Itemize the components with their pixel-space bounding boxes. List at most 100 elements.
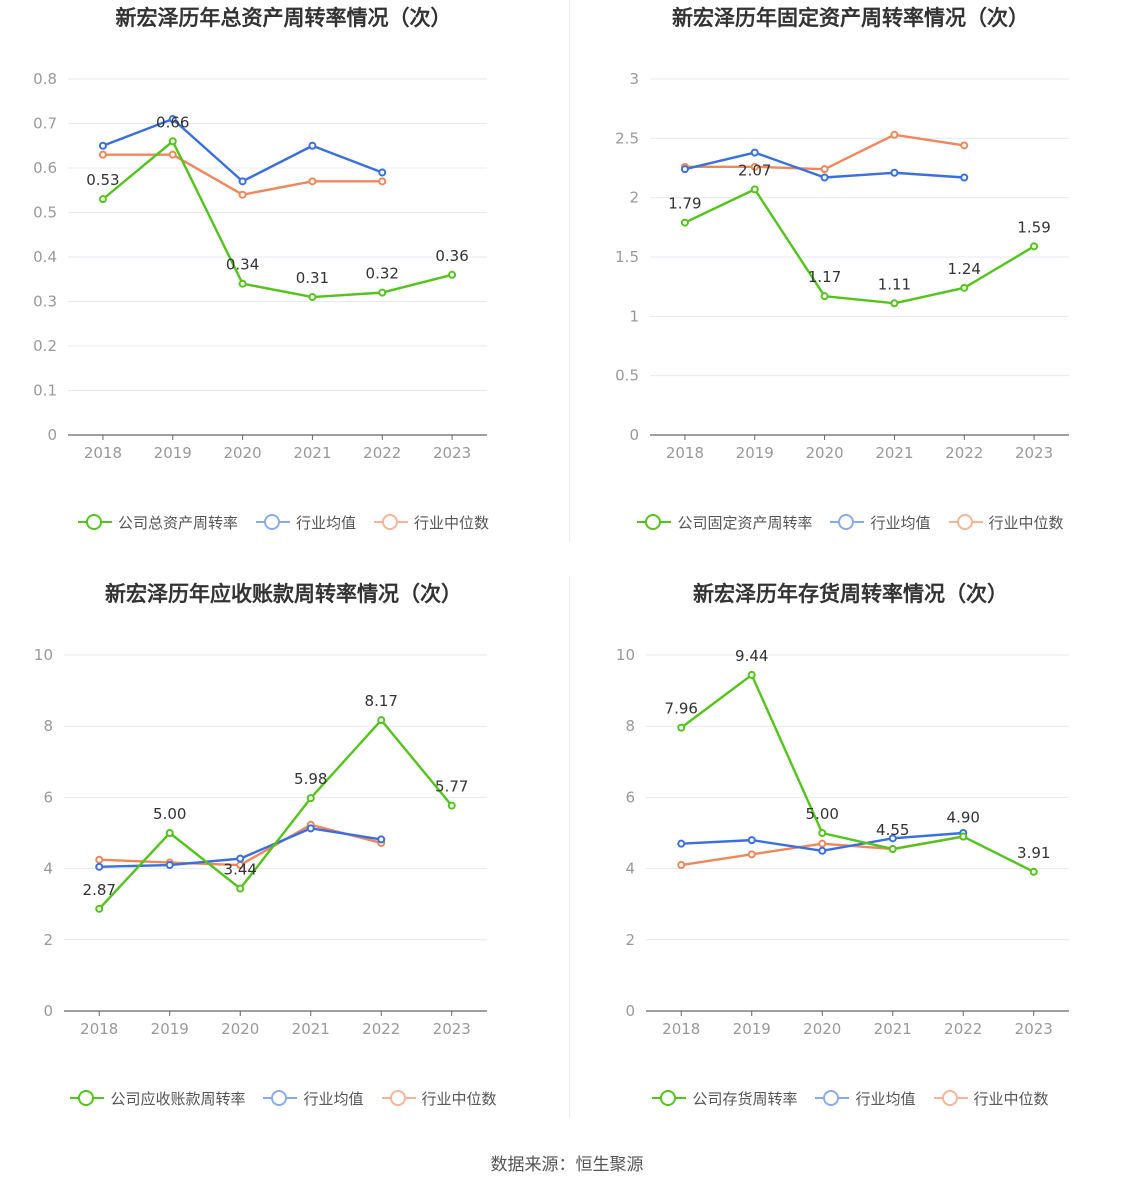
legend-item[interactable]: 行业均值 [815, 1088, 916, 1109]
y-tick-label: 0.7 [33, 115, 57, 133]
data-label: 3.44 [224, 861, 257, 879]
data-label: 1.79 [668, 195, 701, 213]
data-point [959, 832, 968, 841]
y-tick-label: 6 [43, 788, 53, 806]
legend-swatch-icon [255, 514, 290, 530]
data-point [677, 723, 686, 732]
data-point [308, 141, 317, 150]
data-point [448, 270, 457, 279]
data-point [98, 141, 107, 150]
x-tick-label: 2018 [662, 1020, 700, 1038]
chart-title: 新宏泽历年存货周转率情况（次） [693, 582, 1008, 606]
legend-item[interactable]: 公司存货周转率 [652, 1088, 797, 1109]
x-tick-label: 2023 [1015, 444, 1053, 462]
data-point [680, 218, 689, 227]
legend-swatch-icon [381, 1090, 416, 1106]
legend-item[interactable]: 行业均值 [830, 512, 931, 533]
chart-legend: 公司应收账款周转率 行业均值 行业中位数 [0, 1083, 567, 1113]
y-tick-label: 8 [43, 717, 53, 735]
x-tick-label: 2021 [293, 444, 331, 462]
legend-item[interactable]: 行业中位数 [381, 1088, 497, 1109]
data-point [960, 141, 969, 150]
legend-item[interactable]: 公司应收账款周转率 [70, 1088, 245, 1109]
series-line [102, 153, 383, 196]
data-label: 1.24 [948, 260, 981, 278]
series-line [680, 673, 1035, 873]
data-label: 0.31 [296, 269, 329, 287]
legend-swatch-icon [70, 1090, 105, 1106]
data-point [890, 130, 899, 139]
y-tick-label: 4 [625, 860, 635, 878]
legend-item[interactable]: 行业中位数 [933, 1088, 1049, 1109]
data-label: 5.77 [435, 778, 468, 796]
chart-title: 新宏泽历年应收账款周转率情况（次） [105, 582, 462, 606]
y-tick-label: 3 [629, 70, 639, 88]
y-tick-label: 0 [625, 1002, 635, 1020]
data-point [818, 829, 827, 837]
x-tick-label: 2021 [874, 1020, 912, 1038]
chart-legend: 公司总资产周转率 行业均值 行业中位数 [0, 507, 567, 537]
y-tick-label: 1 [629, 307, 639, 325]
x-tick-label: 2019 [151, 1020, 189, 1038]
data-point [165, 829, 174, 837]
legend-item[interactable]: 行业中位数 [374, 512, 489, 533]
legend-label: 行业均值 [295, 513, 356, 532]
x-tick-label: 2023 [1015, 1020, 1053, 1038]
legend-label: 行业均值 [855, 1089, 916, 1108]
data-label: 1.11 [878, 275, 911, 293]
x-tick-label: 2019 [736, 444, 774, 462]
data-point [306, 794, 315, 803]
legend-label: 行业中位数 [414, 513, 490, 532]
y-tick-label: 4 [43, 860, 53, 878]
data-point [888, 845, 897, 854]
x-tick-label: 2023 [433, 444, 471, 462]
legend-label: 公司固定资产周转率 [677, 513, 813, 532]
y-tick-label: 0.1 [33, 382, 57, 400]
legend-swatch-icon [637, 514, 672, 530]
legend-swatch-icon [263, 1090, 298, 1106]
legend-item[interactable]: 行业均值 [263, 1088, 364, 1109]
divider [569, 576, 570, 1118]
data-point [677, 839, 686, 848]
legend-item[interactable]: 公司固定资产周转率 [637, 512, 812, 533]
x-tick-label: 2021 [292, 1020, 330, 1038]
x-tick-label: 2018 [84, 444, 122, 462]
legend-item[interactable]: 行业中位数 [948, 512, 1064, 533]
y-tick-label: 0 [629, 426, 639, 444]
data-point [890, 299, 899, 308]
data-label: 0.66 [156, 113, 189, 131]
legend-label: 行业中位数 [421, 1089, 497, 1108]
legend-label: 行业均值 [303, 1089, 364, 1108]
y-tick-label: 8 [625, 717, 635, 735]
chart-title: 新宏泽历年总资产周转率情况（次） [115, 6, 452, 30]
data-point [236, 884, 245, 893]
data-point [168, 150, 177, 159]
data-label: 4.90 [947, 809, 980, 827]
series-line [98, 718, 453, 910]
divider [569, 0, 570, 542]
data-point [165, 861, 174, 870]
y-tick-label: 0.6 [33, 159, 57, 177]
data-point [747, 836, 756, 845]
y-tick-label: 0.3 [33, 293, 57, 311]
x-tick-label: 2023 [433, 1020, 471, 1038]
x-tick-label: 2020 [803, 1020, 841, 1038]
data-point [680, 165, 689, 174]
y-tick-label: 0 [47, 426, 57, 444]
y-tick-label: 2 [43, 931, 53, 949]
y-tick-label: 0.8 [33, 70, 57, 88]
data-label: 2.87 [83, 881, 116, 899]
data-point [750, 148, 759, 157]
legend-swatch-icon [933, 1090, 968, 1106]
legend-swatch-icon [948, 514, 983, 530]
y-tick-label: 2.5 [615, 129, 639, 147]
data-label: 5.00 [153, 805, 186, 823]
data-label: 5.00 [806, 805, 839, 823]
legend-item[interactable]: 行业均值 [255, 512, 356, 533]
x-tick-label: 2018 [666, 444, 704, 462]
data-label: 0.34 [226, 256, 259, 274]
y-tick-label: 0.5 [33, 204, 57, 222]
legend-item[interactable]: 公司总资产周转率 [77, 512, 238, 533]
data-point [820, 292, 829, 301]
data-point [820, 173, 829, 182]
